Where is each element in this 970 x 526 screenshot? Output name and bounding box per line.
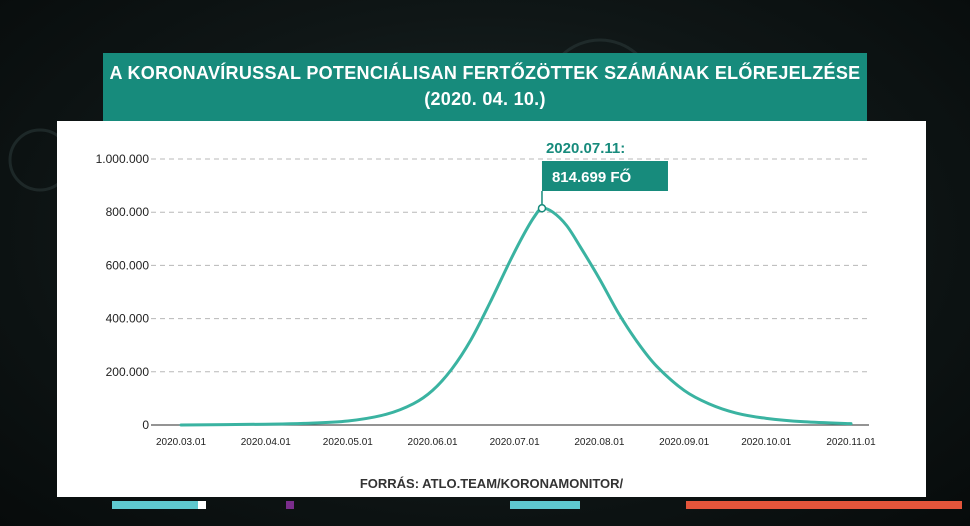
bottom-bar-segment-2 [198,501,206,509]
bottom-bar-segment-3 [286,501,294,509]
chart-title-banner: A KORONAVÍRUSSAL POTENCIÁLISAN FERTŐZÖTT… [103,53,867,121]
x-tick-label: 2020.08.01 [574,437,624,448]
x-tick-label: 2020.03.01 [156,437,206,448]
bottom-bar-segment-1 [112,501,198,509]
y-tick-label: 0 [142,418,149,432]
x-tick-label: 2020.10.01 [741,437,791,448]
x-tick-label: 2020.09.01 [659,437,709,448]
y-tick-label: 600.000 [106,258,150,272]
y-tick-label: 400.000 [106,312,150,326]
x-tick-label: 2020.06.01 [408,437,458,448]
annotation-value-label: 814.699 FŐ [552,168,632,186]
x-tick-label: 2020.04.01 [241,437,291,448]
y-tick-label: 800.000 [106,205,150,219]
peak-point [537,204,547,213]
chart-title: A KORONAVÍRUSSAL POTENCIÁLISAN FERTŐZÖTT… [109,63,861,83]
annotation-date-label: 2020.07.11: [546,140,625,157]
bottom-bar-segment-5 [686,501,962,509]
series-line [179,206,853,427]
y-tick-label: 200.000 [106,365,150,379]
x-tick-label: 2020.11.01 [826,437,876,448]
chart-panel: 0 200.000 400.000 600.000 800.000 1.000.000 2… [57,121,926,497]
chart-subtitle: (2020. 04. 10.) [424,89,546,109]
source-credit: FORRÁS: ATLO.TEAM/KORONAMONITOR/ [359,476,624,491]
x-tick-label: 2020.07.01 [490,437,540,448]
annotation-box [541,161,668,191]
y-tick-label: 1.000.000 [96,152,150,166]
x-tick-label: 2020.05.01 [323,437,373,448]
line-chart: 0 200.000 400.000 600.000 800.000 1.000.000 2… [96,140,876,448]
bottom-bar-segment-4 [510,501,580,509]
